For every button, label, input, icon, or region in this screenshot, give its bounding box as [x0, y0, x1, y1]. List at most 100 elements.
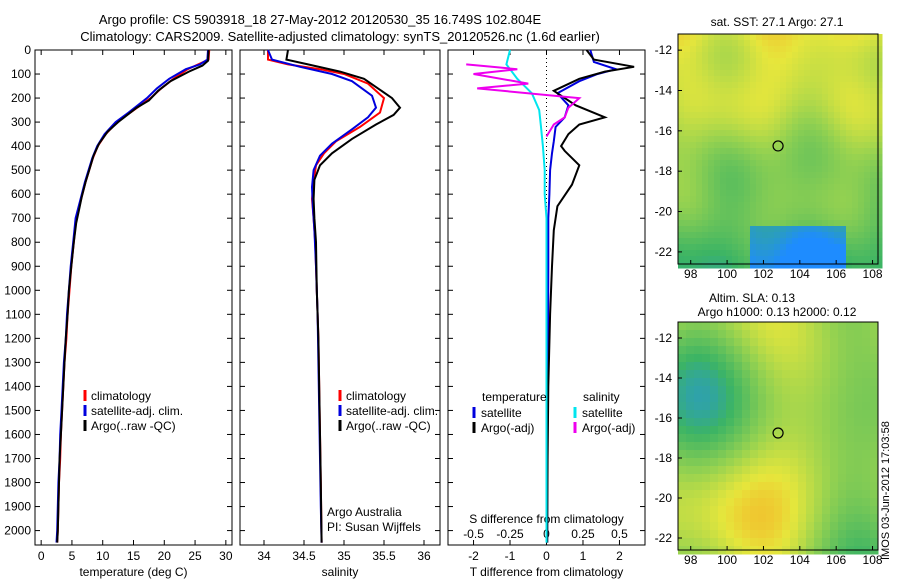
x-tick-label: 20 — [158, 549, 172, 563]
map-cell — [806, 378, 815, 387]
map-cell — [822, 482, 831, 491]
map-cell — [786, 244, 793, 251]
map-cell — [798, 172, 805, 179]
map-cell — [828, 88, 835, 95]
map-cell — [852, 220, 859, 227]
map-cell — [750, 172, 757, 179]
map-cell — [798, 40, 805, 47]
map-cell — [732, 58, 739, 65]
map-cell — [756, 196, 763, 203]
map-cell — [774, 220, 781, 227]
map-cell — [694, 330, 703, 339]
map-cell — [694, 370, 703, 379]
map-cell — [876, 256, 883, 263]
map-cell — [782, 362, 791, 371]
map-cell — [852, 154, 859, 161]
map-cell — [798, 166, 805, 173]
map-cell — [862, 386, 871, 395]
map-cell — [734, 514, 743, 523]
map-cell — [750, 46, 757, 53]
map-cell — [766, 450, 775, 459]
map-cell — [864, 208, 871, 215]
map-cell — [726, 118, 733, 125]
map-cell — [734, 418, 743, 427]
map-cell — [744, 40, 751, 47]
map-cell — [782, 370, 791, 379]
map-cell — [804, 130, 811, 137]
map-cell — [870, 124, 877, 131]
map-cell — [786, 262, 793, 269]
map-cell — [840, 112, 847, 119]
map-cell — [810, 244, 817, 251]
map-cell — [696, 154, 703, 161]
map-cell — [734, 474, 743, 483]
y-tick-label: 900 — [11, 259, 31, 273]
map-cell — [702, 40, 709, 47]
map-cell — [816, 184, 823, 191]
map-cell — [862, 338, 871, 347]
map-cell — [738, 100, 745, 107]
map-cell — [846, 184, 853, 191]
map-cell — [690, 94, 697, 101]
map-cell — [690, 106, 697, 113]
map-cell — [840, 118, 847, 125]
map-cell — [678, 94, 685, 101]
map-cell — [744, 76, 751, 83]
map-cell — [758, 378, 767, 387]
map-cell — [864, 220, 871, 227]
map-cell — [734, 450, 743, 459]
map-cell — [792, 154, 799, 161]
map-cell — [780, 256, 787, 263]
map-cell — [714, 118, 721, 125]
map-cell — [852, 148, 859, 155]
map-cell — [834, 52, 841, 59]
map-cell — [758, 362, 767, 371]
map-cell — [744, 88, 751, 95]
map-cell — [702, 232, 709, 239]
map-cell — [810, 178, 817, 185]
map-cell — [696, 118, 703, 125]
map-cell — [710, 522, 719, 531]
map-cell — [814, 330, 823, 339]
map-cell — [720, 208, 727, 215]
map-cell — [792, 238, 799, 245]
map-cell — [876, 232, 883, 239]
map-cell — [790, 482, 799, 491]
map-cell — [714, 190, 721, 197]
map-cell — [816, 118, 823, 125]
map-cell — [834, 70, 841, 77]
map-cell — [762, 46, 769, 53]
map-cell — [744, 136, 751, 143]
map-cell — [782, 346, 791, 355]
map-cell — [830, 482, 839, 491]
map-cell — [870, 362, 879, 371]
map-cell — [804, 190, 811, 197]
map-cell — [690, 148, 697, 155]
map-cell — [708, 250, 715, 257]
map-cell — [696, 100, 703, 107]
map-cell — [744, 34, 751, 41]
map-cell — [732, 52, 739, 59]
map-cell — [768, 88, 775, 95]
map-cell — [714, 154, 721, 161]
map-cell — [774, 538, 783, 547]
map-cell — [744, 244, 751, 251]
map-cell — [834, 124, 841, 131]
map-cell — [766, 490, 775, 499]
map-cell — [816, 124, 823, 131]
map-cell — [690, 220, 697, 227]
y-tick-label: 600 — [11, 187, 31, 201]
map-cell — [846, 466, 855, 475]
map-cell — [756, 166, 763, 173]
map-cell — [726, 136, 733, 143]
map-cell — [828, 130, 835, 137]
map-cell — [792, 142, 799, 149]
map-cell — [774, 238, 781, 245]
map-cell — [694, 466, 703, 475]
map-cell — [830, 450, 839, 459]
map-cell — [852, 136, 859, 143]
map-cell — [846, 88, 853, 95]
map-cell — [678, 538, 687, 547]
map-cell — [734, 378, 743, 387]
map-cell — [738, 166, 745, 173]
